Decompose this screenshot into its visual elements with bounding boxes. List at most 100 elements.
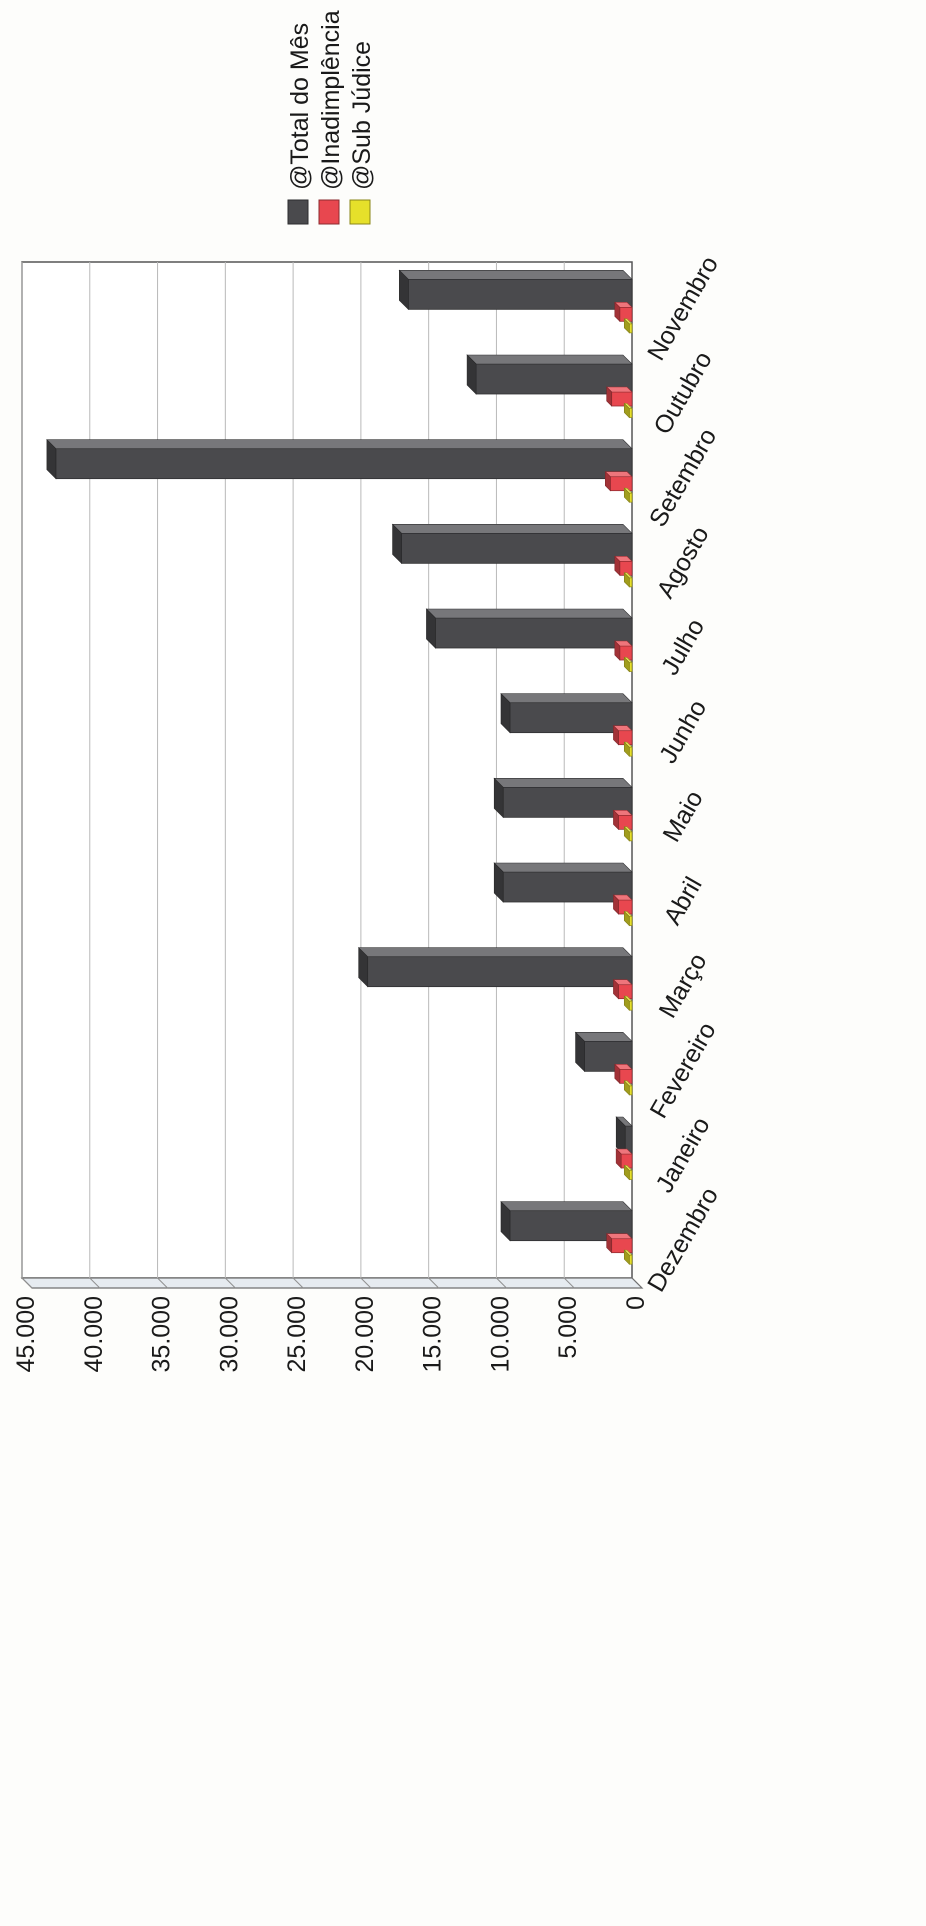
bar-end <box>606 1232 612 1254</box>
bar-end <box>605 470 611 492</box>
bar <box>628 1085 633 1096</box>
floor-tick <box>157 1277 168 1289</box>
bar <box>407 278 633 310</box>
category-label: Janeiro <box>650 1112 715 1197</box>
bar <box>502 786 633 818</box>
bar-top <box>493 862 633 873</box>
bar-top <box>46 439 633 449</box>
value-tick-label: 40.000 <box>80 1296 108 1372</box>
bar <box>475 363 633 395</box>
bar <box>435 617 633 649</box>
floor-tick <box>224 1277 236 1289</box>
bar <box>628 916 633 926</box>
floor-tick <box>360 1277 372 1289</box>
bar-end <box>614 555 621 577</box>
value-tick-label: 5.000 <box>554 1296 582 1359</box>
bar-top <box>391 524 633 534</box>
bar-end <box>493 777 504 819</box>
legend-label: @Total do Mês <box>286 23 314 190</box>
bar-top <box>398 270 633 280</box>
bar-end <box>623 572 630 588</box>
bar <box>628 662 633 672</box>
bar-end <box>399 269 409 311</box>
category-label: Fevereiro <box>645 1018 722 1123</box>
bar <box>401 532 633 564</box>
category-label: Junho <box>654 695 712 768</box>
bar <box>628 1000 633 1011</box>
legend-swatch <box>349 199 371 225</box>
bar-top <box>493 778 633 788</box>
plot-frame <box>21 261 633 1279</box>
bar-end <box>500 1200 511 1242</box>
value-tick-label: 35.000 <box>148 1296 176 1372</box>
category-label: Março <box>654 949 713 1023</box>
category-label: Setembro <box>644 424 722 532</box>
bar-end <box>426 608 436 649</box>
legend-swatch <box>287 199 309 225</box>
bar-end <box>358 946 368 988</box>
bar-end <box>623 402 630 419</box>
legend-label: @Inadimplência <box>317 10 345 190</box>
floor-tick <box>428 1277 440 1289</box>
bar-top <box>500 1201 633 1211</box>
bar-end <box>623 318 630 334</box>
value-tick-label: 0 <box>622 1296 650 1310</box>
bar <box>628 746 633 757</box>
legend-swatch <box>318 199 340 225</box>
bar <box>611 1238 633 1254</box>
bar-top <box>574 1032 633 1042</box>
bar-end <box>500 692 511 734</box>
bar-end <box>613 809 619 831</box>
bar <box>628 831 633 842</box>
category-label: Julho <box>656 614 710 680</box>
bar-end <box>614 1063 621 1085</box>
bar <box>628 577 633 588</box>
value-tick-label: 15.000 <box>419 1296 447 1372</box>
bar <box>367 956 633 988</box>
bar <box>502 871 633 903</box>
value-tick-label: 20.000 <box>351 1296 379 1372</box>
bar-end <box>614 301 621 323</box>
bar-top <box>466 354 633 365</box>
category-label: Abril <box>658 872 707 929</box>
bar-end <box>466 354 477 395</box>
bar-end <box>615 1148 622 1169</box>
bar <box>628 1170 633 1180</box>
bar-end <box>615 1116 626 1157</box>
bar-end <box>623 995 630 1011</box>
value-tick-label: 25.000 <box>283 1296 311 1372</box>
bar-end <box>613 724 619 746</box>
bar <box>55 448 633 480</box>
bar-end <box>614 640 621 661</box>
bar-end <box>575 1031 585 1073</box>
floor-tick <box>496 1277 507 1289</box>
bar-end <box>493 862 504 903</box>
category-label: Novembro <box>642 251 724 365</box>
bar <box>584 1040 633 1072</box>
bar-top <box>425 608 633 619</box>
category-label: Maio <box>657 786 708 847</box>
category-label: Agosto <box>651 522 714 603</box>
bar-end <box>392 523 402 565</box>
bar-end <box>613 894 619 915</box>
category-label: Dezembro <box>642 1183 724 1297</box>
bar-end <box>623 1249 630 1265</box>
value-tick-label: 10.000 <box>486 1296 514 1372</box>
bar <box>628 323 633 334</box>
value-tick-label: 45.000 <box>12 1296 40 1372</box>
bar-end <box>623 910 630 927</box>
bar <box>609 476 633 492</box>
bar-end <box>623 656 630 673</box>
bar-top <box>500 693 633 703</box>
floor-tick <box>563 1277 575 1289</box>
floor-tick <box>21 1277 33 1289</box>
bar <box>628 408 633 418</box>
floor-tick <box>89 1277 101 1289</box>
bar <box>628 1254 633 1265</box>
bar-end <box>623 741 630 757</box>
bar-end <box>623 487 630 503</box>
bar-end <box>623 1080 630 1096</box>
bar-end <box>613 978 619 1000</box>
bar-end <box>606 386 612 407</box>
